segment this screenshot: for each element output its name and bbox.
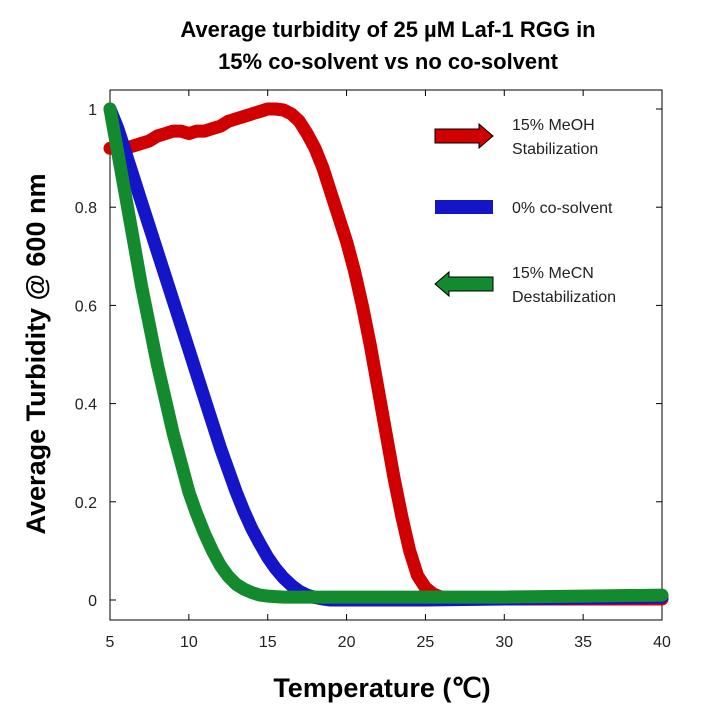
series-layer xyxy=(103,102,669,607)
chart-title-line-1: Average turbidity of 25 µM Laf-1 RGG in xyxy=(180,17,595,42)
axis-ticks xyxy=(109,90,663,620)
x-tick-label: 20 xyxy=(338,634,356,651)
y-tick-label: 0.2 xyxy=(75,495,97,512)
y-tick-label: 0.8 xyxy=(75,200,97,217)
legend-marker-mecn xyxy=(434,270,494,298)
y-tick-label: 1 xyxy=(88,102,97,119)
legend-label-mecn: 15% MeCN xyxy=(512,265,594,282)
x-tick-label: 30 xyxy=(495,634,513,651)
tick-labels: 5 10 15 20 25 30 35 40 0 0.2 0.4 0.6 0.8 1 xyxy=(75,102,671,651)
chart-title-line-2: 15% co-solvent vs no co-solvent xyxy=(218,49,559,74)
y-tick-label: 0.6 xyxy=(75,298,97,315)
x-tick-label: 35 xyxy=(574,634,592,651)
x-axis-title: Temperature (℃) xyxy=(273,673,490,703)
legend-marker-meoh xyxy=(434,122,494,150)
x-tick-label: 10 xyxy=(180,634,198,651)
legend-label-meoh: 15% MeOH xyxy=(512,117,595,134)
legend-marker-no-cosolvent xyxy=(435,200,493,214)
legend-label-mecn: Destabilization xyxy=(512,289,616,306)
x-tick-label: 40 xyxy=(653,634,671,651)
y-tick-label: 0.4 xyxy=(75,397,97,414)
mecn-series-line xyxy=(103,102,669,604)
legend-label-no-cosolvent: 0% co-solvent xyxy=(512,200,613,217)
y-tick-label: 0 xyxy=(88,593,97,610)
x-tick-label: 15 xyxy=(259,634,277,651)
y-axis-title: Average Turbidity @ 600 nm xyxy=(21,174,51,535)
x-tick-label: 25 xyxy=(417,634,435,651)
plot-frame xyxy=(109,89,663,621)
x-tick-label: 5 xyxy=(106,634,115,651)
legend-label-meoh: Stabilization xyxy=(512,141,598,158)
no-cosolvent-series-line xyxy=(103,102,669,607)
legend: 15% MeOH Stabilization 0% co-solvent 15% Me… xyxy=(434,117,616,306)
